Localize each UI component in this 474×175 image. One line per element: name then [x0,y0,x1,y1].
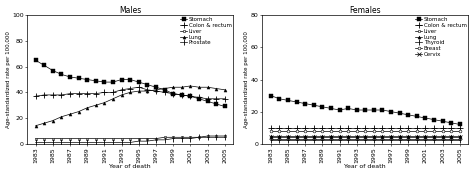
Title: Males: Males [119,6,141,15]
Legend: Stomach, Colon & rectum, Liver, Lung, Thyroid, Breast, Cervix: Stomach, Colon & rectum, Liver, Lung, Th… [415,16,467,58]
Legend: Stomach, Colon & rectum, Liver, Lung, Prostate: Stomach, Colon & rectum, Liver, Lung, Pr… [180,16,232,46]
Y-axis label: Age-standardized rate per 100,000: Age-standardized rate per 100,000 [6,31,10,128]
X-axis label: Year of death: Year of death [109,164,151,169]
Y-axis label: Age-standardized rate per 100,000: Age-standardized rate per 100,000 [245,31,249,128]
Title: Females: Females [349,6,381,15]
X-axis label: Year of death: Year of death [345,164,386,169]
